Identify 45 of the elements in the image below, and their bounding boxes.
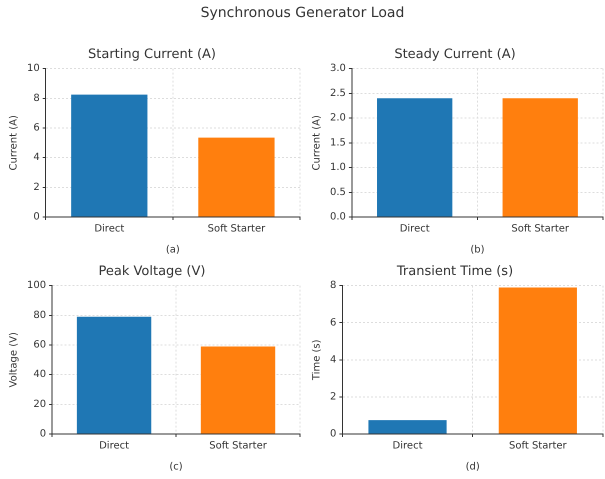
chart-title: Peak Voltage (V): [98, 264, 206, 280]
y-tick-label: 6: [330, 317, 336, 328]
y-tick-label: 2.5: [330, 88, 346, 99]
y-tick-label: 0: [330, 428, 336, 440]
y-axis-title: Time (s): [312, 339, 323, 382]
y-tick-label: 1.0: [330, 162, 346, 174]
y-tick-label: 80: [33, 310, 46, 321]
y-tick-label: 10: [26, 63, 40, 74]
x-axis-title: (c): [169, 462, 183, 473]
y-tick-label: 40: [33, 369, 46, 380]
y-axis-title: Voltage (V): [8, 332, 20, 388]
x-tick-label: Soft Starter: [209, 440, 268, 452]
x-tick-label: Direct: [392, 440, 423, 452]
y-tick-label: 2: [330, 391, 336, 402]
x-tick-label: Direct: [94, 224, 124, 235]
y-tick-label: 20: [33, 398, 46, 410]
y-tick-label: 4: [330, 354, 336, 366]
y-tick-label: 6: [33, 122, 40, 134]
x-axis-title: (b): [470, 244, 485, 256]
y-tick-label: 1.5: [330, 137, 346, 148]
y-tick-label: 100: [26, 280, 46, 292]
y-tick-label: 2: [33, 182, 40, 193]
y-tick-label: 2.0: [330, 112, 346, 124]
y-tick-label: 0.0: [330, 212, 346, 223]
y-tick-label: 8: [330, 280, 336, 292]
y-axis-title: Current (A): [8, 115, 20, 170]
x-tick-label: Soft Starter: [509, 440, 568, 452]
y-axis-title: Current (A): [312, 115, 323, 170]
y-tick-label: 60: [33, 340, 46, 351]
y-tick-label: 8: [33, 92, 40, 104]
y-tick-label: 0.5: [330, 186, 346, 198]
text: Synchronous Generator Load: [200, 5, 406, 21]
y-tick-label: 0: [40, 428, 46, 440]
chart-title: Transient Time (s): [396, 264, 514, 280]
y-tick-label: 3.0: [330, 63, 346, 74]
x-tick-label: Direct: [400, 224, 430, 235]
x-tick-label: Soft Starter: [511, 224, 570, 235]
x-tick-label: Direct: [99, 440, 130, 452]
x-tick-label: Soft Starter: [208, 224, 266, 235]
x-axis-title: (d): [466, 462, 480, 473]
y-tick-label: 4: [33, 152, 40, 164]
chart-title: Starting Current (A): [88, 47, 216, 62]
x-axis-title: (a): [166, 244, 180, 256]
y-tick-label: 0: [33, 212, 40, 223]
chart-title: Steady Current (A): [394, 47, 516, 62]
